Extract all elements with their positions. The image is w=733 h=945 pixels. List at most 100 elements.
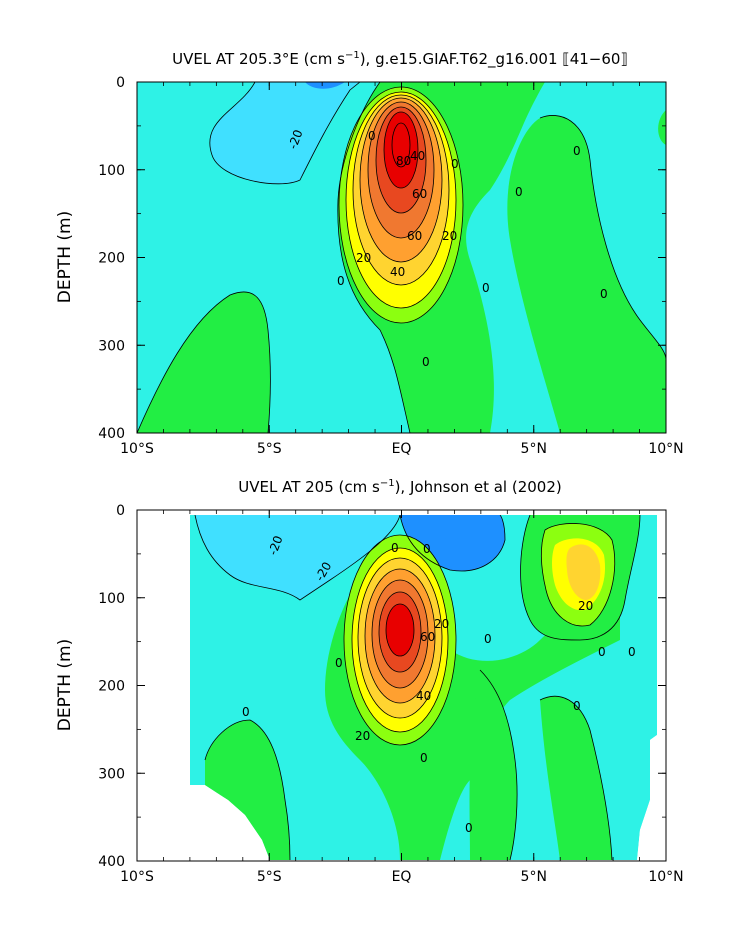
- panel-1-clabel: 0: [515, 185, 523, 199]
- panel-1-contour-70: [383, 111, 419, 189]
- panel-1-clabel: 20: [356, 251, 371, 265]
- panel-2-contour-0-right: [539, 695, 613, 861]
- panel-2-ylabel: DEPTH (m): [55, 639, 75, 731]
- y-tick-label: 100: [98, 163, 125, 179]
- panel-1-region-minus20: [209, 82, 360, 184]
- panel-2-clabel: 0: [420, 751, 428, 765]
- panel-1-clabel: 20: [442, 229, 457, 243]
- panel-2-clabel: 0: [465, 821, 473, 835]
- y-tick-label: 200: [98, 679, 125, 695]
- panel-1-contour-minus20: [209, 82, 361, 185]
- panel-2-clabel: -20: [266, 534, 286, 557]
- panel-2-contour-40: [364, 568, 436, 704]
- panel-2-clabel: 20: [578, 599, 593, 613]
- x-tick-label: EQ: [392, 869, 412, 885]
- panel-1-title-text: UVEL AT 205.3°E (cm s: [172, 50, 345, 68]
- panel-2-contour-minus20: [194, 514, 401, 601]
- panel-1-euc-80: [392, 123, 410, 167]
- panel-1-clabel: -20: [286, 128, 306, 151]
- x-tick-label: EQ: [392, 441, 412, 457]
- panel-2-contour-50: [371, 579, 429, 689]
- panel-2-clabel: 60: [420, 630, 435, 644]
- panel-1-clabel: 0: [573, 144, 581, 158]
- panel-2-clabel: 40: [416, 689, 431, 703]
- panel-1-clabel: 0: [368, 129, 376, 143]
- panel-2-contour-30: [357, 557, 443, 719]
- panel-1-contour-30: [352, 94, 450, 286]
- panel-1-ylabel: DEPTH (m): [55, 211, 75, 303]
- panel-2-clabel: 0: [573, 699, 581, 713]
- panel-2-clabel: 20: [355, 729, 370, 743]
- panel-2-nodata: [137, 510, 270, 861]
- panel-1-region-minus20-b: [305, 82, 345, 89]
- panel-2-clabel: 20: [434, 617, 449, 631]
- panel-1-contour-60: [375, 106, 427, 214]
- x-tick-label: 5°N: [521, 869, 547, 885]
- y-tick-label: 200: [98, 251, 125, 267]
- panel-2-contour-0-lower: [479, 669, 518, 861]
- panel-2-euc-70: [386, 604, 414, 656]
- panel-1-contour-0-right: [539, 115, 666, 361]
- panel-2-field: [137, 510, 666, 861]
- y-tick-label: 400: [98, 854, 125, 870]
- panel-2: UVEL AT 205 (cm s−1), Johnson et al (200…: [55, 478, 684, 885]
- panel-2-clabel: 0: [484, 632, 492, 646]
- panel-1-clabel: 40: [410, 149, 425, 163]
- panel-2-clabel: 0: [423, 542, 431, 556]
- panel-1-title: UVEL AT 205.3°E (cm s−1), g.e15.GIAF.T62…: [172, 50, 628, 69]
- panel-1-clabel: 60: [407, 229, 422, 243]
- panel-1-contour-labels: -20 0 0 0 0 0 0 0 0 20 20 40 40 60 60 80: [286, 128, 608, 369]
- panel-1-clabel: 0: [337, 274, 345, 288]
- panel-1-clabel: 60: [412, 187, 427, 201]
- panel-2-contour-ncc: [520, 514, 641, 641]
- panel-2-contour-labels: -20 -20 0 0 0 0 0 0 0 0 0 0 20 20 20 40 …: [242, 534, 636, 835]
- panel-2-contour-0: [343, 534, 457, 746]
- panel-2-contour-ncc-20: [540, 523, 616, 627]
- panel-1-region-green-left: [137, 291, 271, 433]
- x-tick-label: 5°S: [257, 441, 282, 457]
- panel-2-clabel: 0: [628, 645, 636, 659]
- panel-1-clabel: 0: [482, 281, 490, 295]
- panel-2-clabel: 0: [391, 541, 399, 555]
- x-tick-label: 5°S: [257, 869, 282, 885]
- panel-2-region-green-lower: [469, 670, 518, 860]
- y-tick-label: 0: [116, 75, 125, 91]
- panel-2-contour-70: [385, 603, 415, 657]
- y-tick-label: 0: [116, 503, 125, 519]
- x-tick-label: 10°S: [120, 869, 154, 885]
- panel-2-contour-sec: [399, 514, 506, 572]
- panel-2-contour-0-left: [204, 719, 291, 861]
- panel-1-contour-50: [367, 101, 435, 239]
- panel-1-region-green-edge: [658, 110, 666, 145]
- panel-2-clabel: 0: [242, 705, 250, 719]
- panel-2-region-ncc-orange: [566, 544, 601, 600]
- panel-2-region-green-right: [540, 696, 612, 860]
- panel-2-region-sec-core: [430, 515, 470, 540]
- panel-1-contour-0-left: [137, 291, 271, 433]
- panel-2-region-green-left: [205, 720, 290, 860]
- x-tick-label: 10°S: [120, 441, 154, 457]
- panel-1-contour-80: [391, 122, 411, 168]
- panel-1-region-green-right: [507, 115, 666, 433]
- panel-1: UVEL AT 205.3°E (cm s−1), g.e15.GIAF.T62…: [55, 50, 684, 457]
- panel-2-contour-20: [351, 547, 449, 733]
- panel-1-clabel: 0: [451, 157, 459, 171]
- y-tick-label: 400: [98, 426, 125, 442]
- x-tick-label: 10°N: [648, 869, 683, 885]
- x-tick-label: 10°N: [648, 441, 683, 457]
- x-tick-label: 5°N: [521, 441, 547, 457]
- y-tick-label: 300: [98, 766, 125, 782]
- panel-1-contour-20: [345, 91, 457, 309]
- panel-1-field: [137, 82, 666, 433]
- panel-1-contour-40: [359, 97, 443, 263]
- panel-1-clabel: 80: [396, 154, 411, 168]
- y-tick-label: 100: [98, 591, 125, 607]
- panel-2-region-minus20: [195, 515, 400, 600]
- panel-2-clabel: 0: [335, 656, 343, 670]
- panel-1-clabel: 40: [390, 265, 405, 279]
- y-tick-label: 300: [98, 338, 125, 354]
- panel-1-clabel: 0: [422, 355, 430, 369]
